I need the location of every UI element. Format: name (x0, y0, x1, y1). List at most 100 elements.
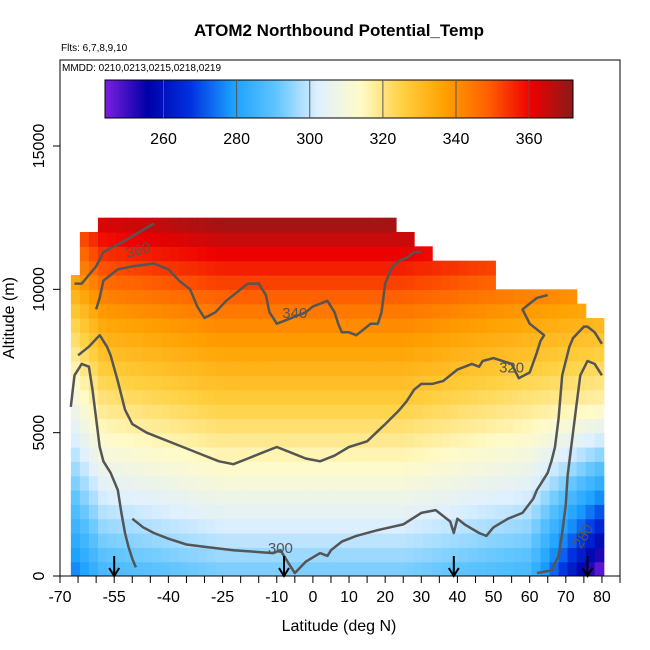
heatmap-cell (224, 375, 235, 391)
heatmap-cell (305, 389, 316, 405)
heatmap-cell (350, 504, 361, 520)
heatmap-cell (368, 389, 379, 405)
heatmap-cell (323, 332, 334, 348)
heatmap-cell (540, 447, 551, 462)
heatmap-cell (170, 332, 180, 348)
heatmap-cell (287, 547, 298, 563)
heatmap-cell (70, 361, 81, 376)
heatmap-cell (468, 533, 478, 548)
heatmap-cell (386, 504, 397, 520)
heatmap-cell (296, 332, 307, 348)
heatmap-cell (540, 461, 551, 477)
heatmap-cell (188, 504, 198, 520)
heatmap-cell (332, 504, 343, 520)
heatmap-cell (125, 475, 135, 491)
heatmap-cell (549, 504, 560, 520)
heatmap-cell (161, 375, 171, 391)
heatmap-cell (386, 447, 397, 462)
heatmap-cell (477, 303, 487, 319)
heatmap-cell (468, 303, 478, 319)
heatmap-cell (88, 518, 99, 534)
heatmap-cell (386, 561, 397, 576)
heatmap-cell (477, 275, 487, 290)
heatmap-cell (540, 547, 551, 563)
heatmap-cell (504, 490, 515, 505)
heatmap-cell (106, 303, 117, 319)
heatmap-cell (116, 404, 126, 419)
heatmap-cell (305, 232, 316, 247)
heatmap-cell (278, 404, 289, 419)
heatmap-cell (405, 418, 415, 434)
heatmap-cell (152, 260, 162, 276)
heatmap-cell (522, 289, 533, 305)
heatmap-cell (215, 346, 225, 362)
heatmap-cell (206, 547, 216, 563)
heatmap-cell (549, 418, 560, 434)
heatmap-cell (459, 318, 469, 333)
heatmap-cell (432, 289, 442, 305)
heatmap-cell (296, 404, 307, 419)
heatmap-cell (549, 475, 560, 491)
heatmap-cell (134, 447, 144, 462)
heatmap-cell (88, 461, 99, 477)
heatmap-cell (450, 375, 460, 391)
heatmap-cell (305, 217, 316, 233)
heatmap-cell (260, 361, 271, 376)
heatmap-cell (314, 361, 325, 376)
heatmap-cell (341, 447, 352, 462)
heatmap-cell (377, 346, 388, 362)
heatmap-cell (576, 432, 587, 448)
heatmap-cell (287, 361, 298, 376)
heatmap-cell (450, 418, 460, 434)
heatmap-cell (486, 504, 496, 520)
heatmap-cell (423, 275, 433, 290)
heatmap-cell (368, 504, 379, 520)
y-tick-label: 0 (31, 571, 48, 580)
heatmap-cell (477, 289, 487, 305)
heatmap-cell (359, 533, 370, 548)
heatmap-cell (477, 490, 487, 505)
contour-line (69, 362, 138, 568)
heatmap-cell (486, 346, 496, 362)
chart-title: ATOM2 Northbound Potential_Temp (194, 21, 484, 40)
heatmap-cell (468, 504, 478, 520)
heatmap-cell (377, 447, 388, 462)
heatmap-cell (79, 504, 90, 520)
heatmap-cell (161, 232, 171, 247)
heatmap-cell (540, 533, 551, 548)
heatmap-cell (377, 232, 388, 247)
heatmap-cell (323, 260, 334, 276)
heatmap-cell (106, 518, 117, 534)
heatmap-cell (197, 490, 207, 505)
heatmap-cell (188, 547, 198, 563)
heatmap-cell (251, 389, 262, 405)
heatmap-cell (594, 375, 605, 391)
heatmap-cell (106, 504, 117, 520)
heatmap-cell (405, 461, 415, 477)
heatmap-cell (260, 404, 271, 419)
heatmap-cell (143, 404, 153, 419)
heatmap-cell (377, 275, 388, 290)
heatmap-cell (486, 518, 496, 534)
heatmap-cell (441, 504, 451, 520)
heatmap-cell (206, 418, 216, 434)
heatmap-cell (278, 303, 289, 319)
heatmap-cell (450, 561, 460, 576)
heatmap-cell (423, 303, 433, 319)
heatmap-cell (531, 318, 542, 333)
heatmap-cell (585, 432, 596, 448)
heatmap-cell (242, 275, 253, 290)
y-tick-label: 5000 (31, 415, 48, 451)
heatmap-cell (179, 275, 189, 290)
heatmap-cell (161, 533, 171, 548)
heatmap-cell (188, 418, 198, 434)
heatmap-cell (251, 404, 262, 419)
heatmap-cell (70, 418, 81, 434)
heatmap-cell (513, 461, 524, 477)
heatmap-cell (134, 418, 144, 434)
heatmap-cell (341, 561, 352, 576)
heatmap-cell (70, 318, 81, 333)
heatmap-cell (459, 260, 469, 276)
heatmap-cell (287, 318, 298, 333)
heatmap-cell (70, 547, 81, 563)
